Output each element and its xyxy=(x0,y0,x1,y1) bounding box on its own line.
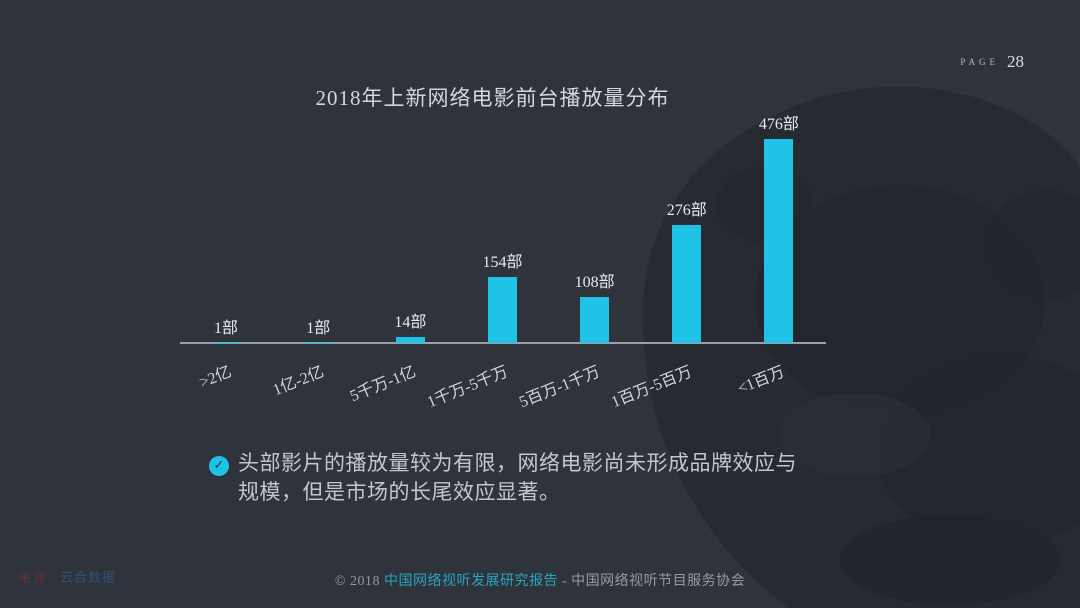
page-indicator: PAGE 28 xyxy=(960,52,1024,72)
bullet-text: 头部影片的播放量较为有限，网络电影尚未形成品牌效应与 规模，但是市场的长尾效应显著… xyxy=(238,449,869,507)
category-label: 1亿-2亿 xyxy=(270,363,327,400)
bar-value-label: 108部 xyxy=(574,273,615,291)
bar-value-label: 276部 xyxy=(666,201,707,219)
source-label: 来源： xyxy=(18,570,61,585)
bar->2亿 xyxy=(211,342,241,343)
bar-1百万-5百万 xyxy=(672,224,702,343)
chart-title: 2018年上新网络电影前台播放量分布 xyxy=(315,86,670,110)
footer-separator: - xyxy=(557,574,572,589)
source-watermark: 来源：云合数据 xyxy=(18,567,116,586)
category-label: 1千万-5千万 xyxy=(425,363,511,412)
bar-value-label: 1部 xyxy=(306,319,331,337)
bar-value-label: 476部 xyxy=(758,116,799,133)
source-name: 云合数据 xyxy=(60,570,117,585)
bar-value-label: 14部 xyxy=(394,314,427,331)
bar-value-label: 1部 xyxy=(214,319,239,337)
key-insight: ✓ 头部影片的播放量较为有限，网络电影尚未形成品牌效应与 规模，但是市场的长尾效应… xyxy=(209,449,869,507)
page-number: 28 xyxy=(1007,52,1024,71)
category-label: 5千万-1亿 xyxy=(347,363,419,406)
footer-org: 中国网络视听节目服务协会 xyxy=(571,574,746,589)
bar-<1百万 xyxy=(764,139,794,343)
category-label: 1百万-5百万 xyxy=(609,363,695,412)
bar-1亿-2亿 xyxy=(303,342,333,343)
bullet-line-1: 头部影片的播放量较为有限，网络电影尚未形成品牌效应与 xyxy=(238,451,797,475)
page-word: PAGE xyxy=(960,57,999,67)
bullet-line-2: 规模，但是市场的长尾效应显著。 xyxy=(238,480,561,504)
bar-5千万-1亿 xyxy=(395,337,425,343)
bar-5百万-1千万 xyxy=(580,296,610,343)
check-icon: ✓ xyxy=(209,456,229,476)
footer: © 2018 中国网络视听发展研究报告 - 中国网络视听节目服务协会 xyxy=(0,570,1080,590)
category-label: 5百万-1千万 xyxy=(517,363,603,412)
footer-report-title: 中国网络视听发展研究报告 xyxy=(383,574,558,589)
category-label: >2亿 xyxy=(197,363,235,392)
footer-copyright: © 2018 xyxy=(334,574,384,589)
bar-1千万-5千万 xyxy=(488,277,517,343)
category-label: <1百万 xyxy=(735,363,788,398)
bar-value-label: 154部 xyxy=(482,254,523,271)
